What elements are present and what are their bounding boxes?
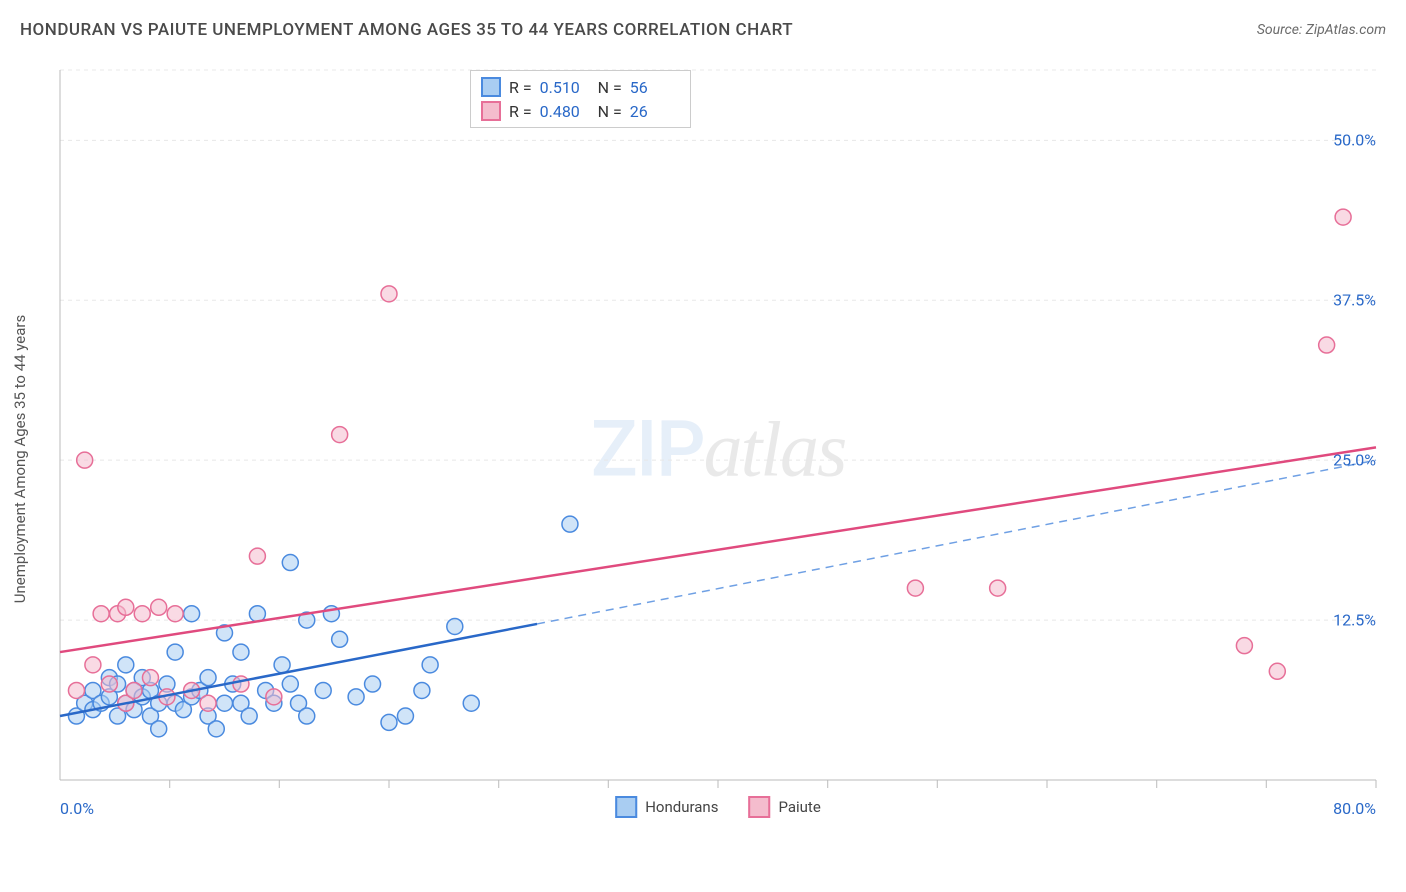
y-tick-label: 25.0% <box>1333 451 1376 470</box>
x-axis-min-label: 0.0% <box>60 799 94 818</box>
stats-r-value-hondurans: 0.510 <box>540 78 590 97</box>
stats-r-label: R = <box>509 78 532 97</box>
chart-source: Source: ZipAtlas.com <box>1257 22 1386 38</box>
legend-label-paiute: Paiute <box>778 798 820 816</box>
y-tick-label: 37.5% <box>1333 291 1376 310</box>
stats-row-paiute: R = 0.480 N = 26 <box>481 99 680 123</box>
scatter-chart-svg <box>50 60 1386 840</box>
y-axis-label: Unemployment Among Ages 35 to 44 years <box>11 315 29 603</box>
stats-n-value-paiute: 26 <box>630 102 680 121</box>
legend-item-hondurans: Hondurans <box>615 796 718 818</box>
stats-n-label: N = <box>598 78 622 97</box>
y-tick-label: 50.0% <box>1333 131 1376 150</box>
stats-legend-box: R = 0.510 N = 56 R = 0.480 N = 26 <box>470 70 691 128</box>
legend-label-hondurans: Hondurans <box>645 798 718 816</box>
chart-container: Unemployment Among Ages 35 to 44 years Z… <box>50 60 1386 840</box>
legend-swatch-paiute <box>748 796 770 818</box>
y-tick-label: 12.5% <box>1333 611 1376 630</box>
legend-item-paiute: Paiute <box>748 796 820 818</box>
chart-header: HONDURAN VS PAIUTE UNEMPLOYMENT AMONG AG… <box>20 20 1386 40</box>
chart-title: HONDURAN VS PAIUTE UNEMPLOYMENT AMONG AG… <box>20 20 793 40</box>
stats-row-hondurans: R = 0.510 N = 56 <box>481 75 680 99</box>
swatch-paiute <box>481 101 501 121</box>
swatch-hondurans <box>481 77 501 97</box>
legend-swatch-hondurans <box>615 796 637 818</box>
legend-bottom: Hondurans Paiute <box>615 796 821 818</box>
stats-n-label-2: N = <box>598 102 622 121</box>
stats-r-label-2: R = <box>509 102 532 121</box>
stats-n-value-hondurans: 56 <box>630 78 680 97</box>
x-axis-max-label: 80.0% <box>1333 799 1376 818</box>
stats-r-value-paiute: 0.480 <box>540 102 590 121</box>
